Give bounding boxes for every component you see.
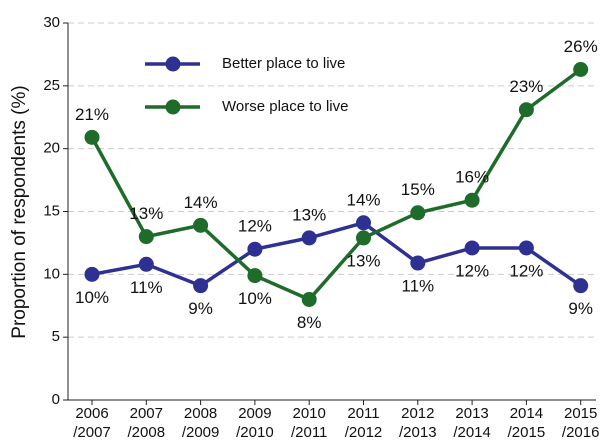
value-label: 10%: [238, 289, 272, 308]
legend-marker: [165, 56, 181, 72]
value-label: 15%: [401, 180, 435, 199]
value-label: 23%: [509, 77, 543, 96]
point: [84, 129, 100, 145]
y-tick-label: 0: [52, 391, 60, 408]
value-label: 11%: [130, 278, 163, 297]
value-label: 14%: [346, 190, 380, 209]
point: [464, 240, 480, 256]
y-tick-label: 15: [43, 202, 60, 219]
point: [138, 256, 154, 272]
value-label: 12%: [509, 261, 543, 280]
point: [138, 229, 154, 245]
y-tick-label: 30: [43, 14, 60, 31]
x-tick-label: 2012/2013: [399, 405, 437, 441]
value-label: 21%: [75, 105, 109, 124]
value-label: 13%: [346, 251, 380, 270]
x-tick-label: 2007/2008: [128, 405, 166, 441]
series-line: [90, 68, 582, 302]
value-label: 8%: [297, 313, 322, 332]
point: [301, 291, 317, 307]
series-line: [91, 220, 582, 288]
value-label: 13%: [292, 205, 326, 224]
point: [84, 266, 100, 282]
x-tick-label: 2009/2010: [236, 405, 274, 441]
x-tick-label: 2013/2014: [453, 405, 491, 441]
point: [247, 268, 263, 284]
legend-marker: [165, 99, 181, 115]
point: [573, 61, 589, 77]
point: [247, 241, 263, 257]
point: [356, 215, 371, 231]
x-tick-label: 2011/2012: [345, 405, 383, 441]
value-label: 14%: [184, 193, 218, 212]
x-tick-label: 2015/2016: [562, 405, 600, 441]
y-tick-label: 25: [43, 77, 60, 94]
y-tick-label: 10: [43, 265, 60, 282]
y-axis-label: Proportion of respondents (%): [9, 85, 30, 338]
point: [518, 102, 534, 118]
value-label: 9%: [188, 299, 213, 318]
point: [464, 192, 480, 208]
point: [518, 240, 534, 256]
value-label: 12%: [455, 261, 489, 280]
x-tick-label: 2014/2015: [508, 405, 546, 441]
y-tick-label: 20: [43, 140, 60, 157]
point: [410, 205, 426, 221]
value-label: 13%: [129, 204, 163, 223]
value-label: 26%: [564, 37, 598, 56]
y-tick-label: 5: [52, 328, 60, 345]
legend-label: Better place to live: [222, 55, 345, 72]
x-tick-label: 2010/2011: [291, 405, 327, 441]
x-tick-label: 2006/2007: [73, 405, 111, 441]
point: [193, 217, 209, 233]
legend-label: Worse place to live: [222, 98, 348, 115]
point: [410, 255, 426, 271]
value-label: 11%: [401, 277, 434, 296]
point: [193, 278, 209, 294]
value-label: 16%: [455, 168, 489, 187]
value-label: 12%: [238, 217, 272, 236]
x-tick-label: 2008/2009: [182, 405, 220, 441]
point: [573, 278, 589, 294]
point: [301, 230, 317, 246]
value-label: 10%: [75, 288, 109, 307]
point: [356, 230, 371, 246]
value-label: 9%: [568, 299, 593, 318]
